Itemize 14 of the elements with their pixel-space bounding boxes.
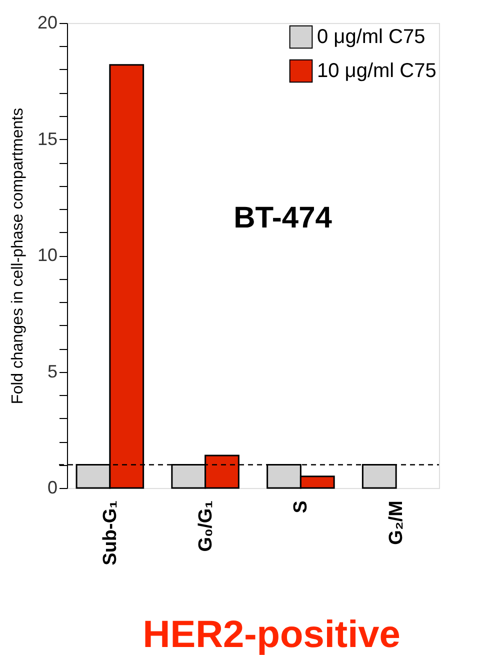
- x-tick-label: G₀/G₁: [195, 500, 216, 552]
- y-axis-title: Fold changes in cell-phase compartments: [9, 108, 26, 404]
- y-tick-label: 10: [37, 245, 58, 265]
- y-tick-label: 0: [47, 478, 58, 498]
- y-tick-label: 20: [37, 12, 58, 32]
- y-tick-label: 15: [37, 128, 58, 149]
- annotation: BT-474: [234, 201, 332, 234]
- y-tick-label: 5: [47, 361, 58, 382]
- x-tick-label: G₂/M: [386, 500, 408, 545]
- x-tick-label: Sub-G₁: [100, 500, 121, 566]
- legend-label: 10 μg/ml C75: [317, 60, 436, 82]
- text: HER2-positive: [142, 614, 400, 655]
- x-tick-label: S: [290, 500, 312, 514]
- legend-label: 0 μg/ml C75: [317, 26, 426, 48]
